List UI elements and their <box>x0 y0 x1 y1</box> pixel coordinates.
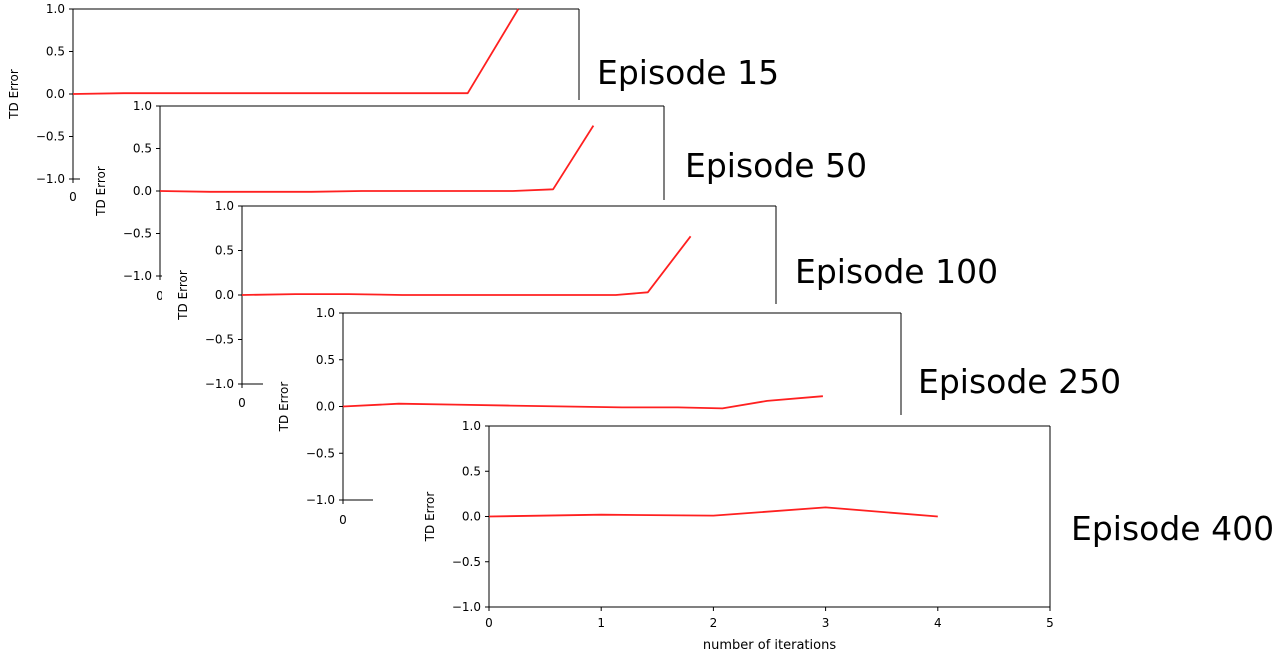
y-tick-label: 1.0 <box>462 419 481 433</box>
chart-panel-4: 1.0 0.5 0.0 −0.5 −1.0 TD Error 0 1 2 3 4 5 number of… <box>409 419 1056 653</box>
y-tick-label: 0.5 <box>316 353 335 367</box>
y-tick-label: 0.5 <box>133 142 152 156</box>
x-axis-label: number of iterations <box>703 638 836 653</box>
y-axis-label: TD Error <box>277 382 291 433</box>
y-axis-label: TD Error <box>176 270 190 321</box>
y-tick-label: 0.0 <box>46 87 65 101</box>
x-tick-label: 0 <box>156 289 164 303</box>
td-error-line <box>159 125 595 193</box>
episode-label-15: Episode 15 <box>597 53 780 92</box>
episode-label-250: Episode 250 <box>918 362 1122 401</box>
y-tick-label: −1.0 <box>123 269 152 283</box>
episode-label-400: Episode 400 <box>1071 509 1274 548</box>
y-tick-label: 1.0 <box>133 99 152 113</box>
y-tick-label: −1.0 <box>452 600 481 614</box>
y-tick-label: 0.0 <box>133 184 152 198</box>
y-axis-label: TD Error <box>7 69 21 120</box>
y-tick-label: −0.5 <box>205 333 234 347</box>
x-tick-label: 3 <box>822 616 830 630</box>
y-tick-label: 1.0 <box>215 199 234 213</box>
y-tick-label: −0.5 <box>306 446 335 460</box>
y-tick-label: −0.5 <box>36 130 65 144</box>
td-error-line <box>488 506 938 518</box>
y-tick-label: 0.0 <box>215 288 234 302</box>
y-axis-label: TD Error <box>423 492 437 543</box>
x-tick-label: 2 <box>710 616 718 630</box>
episode-label-50: Episode 50 <box>685 146 868 185</box>
x-tick-label: 0 <box>69 190 77 204</box>
y-tick-label: −1.0 <box>205 377 234 391</box>
y-axis-label: TD Error <box>94 166 108 217</box>
y-tick-label: −1.0 <box>306 493 335 507</box>
y-tick-label: −0.5 <box>452 555 481 569</box>
x-tick-label: 0 <box>339 513 347 527</box>
y-tick-label: 0.0 <box>462 510 481 524</box>
y-tick-label: 0.5 <box>462 464 481 478</box>
x-tick-label: 1 <box>597 616 605 630</box>
td-error-line <box>342 395 823 410</box>
y-tick-label: 0.5 <box>215 244 234 258</box>
episode-label-100: Episode 100 <box>795 252 999 291</box>
x-tick-label: 0 <box>238 396 246 410</box>
y-tick-label: 1.0 <box>316 306 335 320</box>
y-tick-label: −0.5 <box>123 227 152 241</box>
x-tick-label: 4 <box>934 616 942 630</box>
y-tick-label: −1.0 <box>36 172 65 186</box>
y-tick-label: 0.5 <box>46 45 65 59</box>
td-error-line <box>72 8 520 95</box>
x-tick-label: 0 <box>485 616 493 630</box>
x-tick-label: 5 <box>1046 616 1054 630</box>
y-tick-label: 1.0 <box>46 2 65 16</box>
td-error-line <box>241 235 692 296</box>
y-tick-label: 0.0 <box>316 400 335 414</box>
panel-background <box>409 420 1056 651</box>
